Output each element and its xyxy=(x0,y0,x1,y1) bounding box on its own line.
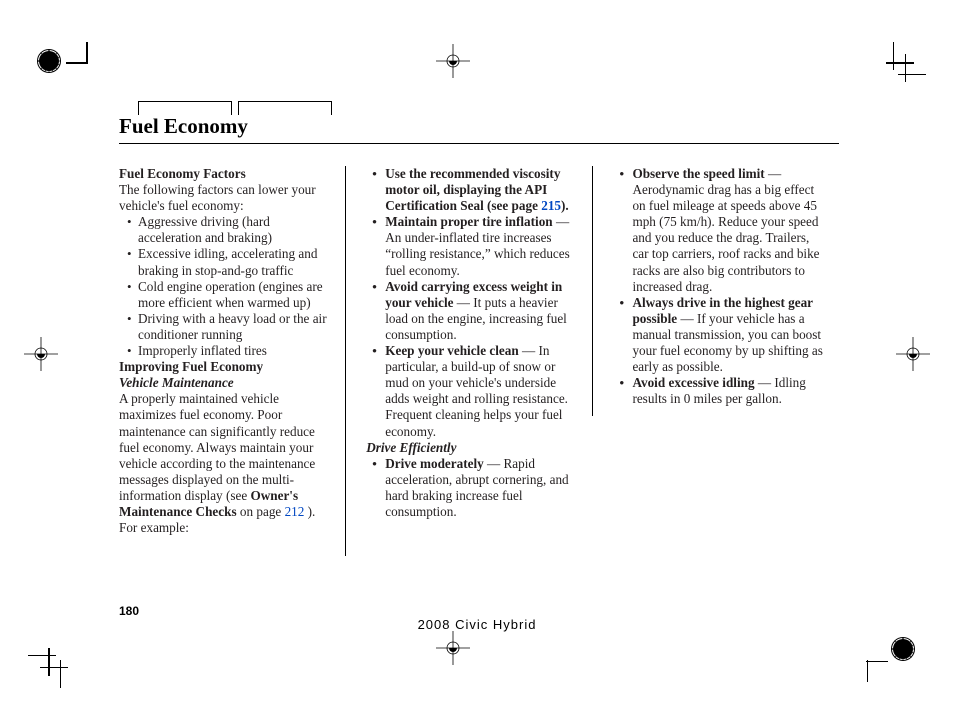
page-title: Fuel Economy xyxy=(119,114,839,139)
crop-mark-icon xyxy=(28,638,78,688)
list-item: Drive moderately — Rapid acceleration, a… xyxy=(376,456,578,520)
list-item: Excessive idling, accelerating and braki… xyxy=(129,246,331,278)
tab-empty xyxy=(238,101,332,115)
heading-improving: Improving Fuel Economy xyxy=(119,359,263,374)
cross-mark-icon xyxy=(24,337,58,371)
crop-mark-icon xyxy=(876,42,926,92)
list-item: Avoid excessive idling — Idling results … xyxy=(623,375,825,407)
column-1: Fuel Economy Factors The following facto… xyxy=(119,166,345,556)
footer-text: 2008 Civic Hybrid xyxy=(0,617,954,632)
page-number: 180 xyxy=(119,604,139,618)
content-columns: Fuel Economy Factors The following facto… xyxy=(119,166,839,556)
list-item: Observe the speed limit — Aerodynamic dr… xyxy=(623,166,825,295)
column-2: Use the recommended viscosity motor oil,… xyxy=(366,166,592,556)
list-item: Always drive in the highest gear possibl… xyxy=(623,295,825,375)
page-link[interactable]: 215 xyxy=(541,198,561,213)
list-item: Avoid carrying excess weight in your veh… xyxy=(376,279,578,343)
registration-mark-icon xyxy=(37,49,61,73)
subheading-drive: Drive Efficiently xyxy=(366,440,456,455)
crop-mark-icon xyxy=(66,42,116,92)
list-item: Improperly inflated tires xyxy=(129,343,331,359)
list-item: Use the recommended viscosity motor oil,… xyxy=(376,166,578,214)
subheading-maintenance: Vehicle Maintenance xyxy=(119,375,234,390)
heading-factors: Fuel Economy Factors xyxy=(119,166,246,181)
cross-mark-icon xyxy=(436,631,470,665)
list-item: Maintain proper tire inflation — An unde… xyxy=(376,214,578,278)
list-item: Keep your vehicle clean — In particular,… xyxy=(376,343,578,440)
body-text: A properly maintained vehicle maximizes … xyxy=(119,391,331,536)
cross-mark-icon xyxy=(436,44,470,78)
page-title-bar: Fuel Economy xyxy=(119,114,839,144)
column-separator xyxy=(592,166,604,416)
cross-mark-icon xyxy=(896,337,930,371)
page-link[interactable]: 212 xyxy=(285,504,305,519)
column-3: Observe the speed limit — Aerodynamic dr… xyxy=(613,166,839,556)
body-text: The following factors can lower your veh… xyxy=(119,182,331,214)
list-item: Cold engine operation (engines are more … xyxy=(129,279,331,311)
column-separator xyxy=(345,166,357,556)
tab-empty xyxy=(138,101,232,115)
list-item: Driving with a heavy load or the air con… xyxy=(129,311,331,343)
list-item: Aggressive driving (hard acceleration an… xyxy=(129,214,331,246)
crop-mark-icon xyxy=(838,632,888,682)
registration-mark-icon xyxy=(891,637,915,661)
header-tabs xyxy=(138,99,332,113)
